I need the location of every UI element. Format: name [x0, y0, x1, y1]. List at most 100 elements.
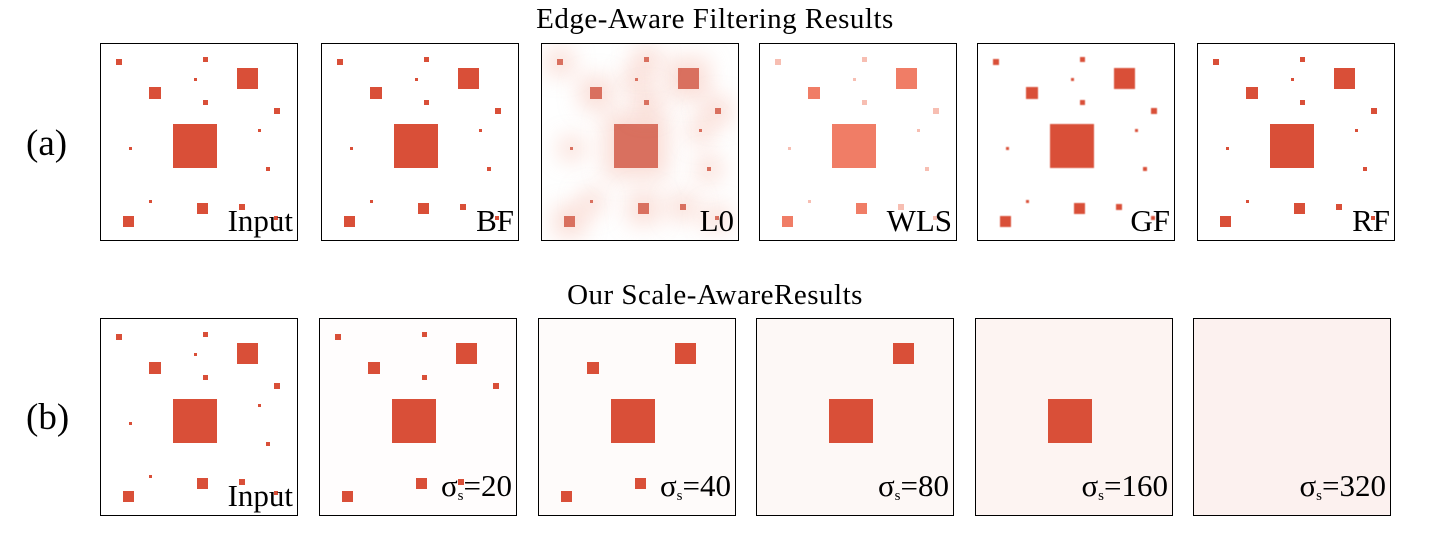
pattern-square — [1114, 68, 1135, 89]
pattern-square — [1226, 147, 1229, 150]
pattern-square — [1135, 129, 1138, 132]
panel-caption: σs=320 — [1299, 468, 1386, 505]
pattern-square — [1355, 129, 1358, 132]
pattern-square — [782, 216, 793, 227]
pattern-square — [808, 87, 820, 99]
pattern-square — [460, 204, 466, 210]
pattern-square — [394, 124, 438, 168]
pattern-square — [422, 375, 427, 380]
pattern-square — [149, 475, 152, 478]
pattern-square — [680, 204, 686, 210]
panel-caption: σs=40 — [659, 468, 731, 505]
pattern-square — [635, 478, 646, 489]
pattern-square — [1080, 100, 1085, 105]
panel-a-bf: BF — [321, 43, 519, 241]
pattern-square — [203, 100, 208, 105]
pattern-square — [149, 200, 152, 203]
panel-a-gf: GF — [977, 43, 1175, 241]
pattern-square — [856, 203, 867, 214]
pattern-square — [853, 78, 856, 81]
pattern-square — [173, 399, 217, 443]
pattern-square — [775, 59, 781, 65]
row-a-label: (a) — [26, 123, 68, 164]
pattern-square — [699, 129, 702, 132]
pattern-square — [1246, 200, 1249, 203]
pattern-square — [203, 332, 208, 337]
pattern-square — [258, 404, 261, 407]
pattern-square — [123, 491, 134, 502]
pattern-square — [416, 478, 427, 489]
pattern-square — [715, 216, 719, 220]
pattern-square — [829, 399, 873, 443]
pattern-square — [896, 68, 917, 89]
pattern-square — [1048, 399, 1092, 443]
panel-a-rf: RF — [1197, 43, 1395, 241]
pattern-square — [675, 343, 696, 364]
pattern-square — [237, 68, 258, 89]
pattern-square — [493, 383, 499, 389]
pattern-square — [638, 203, 649, 214]
pattern-square — [1246, 87, 1258, 99]
pattern-square — [197, 203, 208, 214]
pattern-square — [266, 167, 270, 171]
pattern-square — [237, 343, 258, 364]
pattern-square — [1151, 216, 1155, 220]
pattern-square — [415, 78, 418, 81]
pattern-square — [495, 108, 501, 114]
pattern-square — [239, 204, 245, 210]
pattern-square — [1151, 108, 1157, 114]
pattern-square — [335, 334, 341, 340]
pattern-square — [274, 383, 280, 389]
pattern-square — [564, 216, 575, 227]
panel-a-l0: L0 — [541, 43, 739, 241]
pattern-square — [392, 399, 436, 443]
pattern-square — [123, 216, 134, 227]
pattern-square — [495, 216, 499, 220]
pattern-square — [344, 216, 355, 227]
pattern-square — [893, 343, 914, 364]
panel-caption: BF — [476, 203, 514, 238]
pattern-square — [590, 200, 593, 203]
pattern-square — [587, 362, 599, 374]
pattern-square — [203, 375, 208, 380]
pattern-square — [917, 129, 920, 132]
panel-caption: RF — [1352, 203, 1390, 238]
pattern-square — [925, 167, 929, 171]
pattern-square — [1291, 78, 1294, 81]
pattern-square — [203, 57, 208, 62]
pattern-square — [707, 167, 711, 171]
panel-b-s20: σs=20 — [319, 318, 517, 516]
panel-caption: σs=80 — [877, 468, 949, 505]
pattern-square — [1334, 68, 1355, 89]
row-a-title: Edge-Aware Filtering Results — [536, 3, 894, 35]
panel-caption: σs=160 — [1081, 468, 1168, 505]
pattern-square — [1080, 57, 1085, 62]
pattern-square — [862, 57, 867, 62]
pattern-square — [1220, 216, 1231, 227]
pattern-square — [424, 57, 429, 62]
pattern-square — [898, 204, 904, 210]
panel-b-input: Input — [100, 318, 298, 516]
pattern-square — [418, 203, 429, 214]
pattern-square — [129, 422, 132, 425]
pattern-square — [149, 362, 161, 374]
row-b-label: (b) — [26, 397, 70, 438]
pattern-square — [149, 87, 161, 99]
pattern-square — [1300, 57, 1305, 62]
panel-b-s320: σs=320 — [1193, 318, 1391, 516]
pattern-square — [635, 78, 638, 81]
pattern-square — [239, 479, 245, 485]
pattern-square — [274, 216, 278, 220]
pattern-square — [993, 59, 999, 65]
pattern-square — [933, 108, 939, 114]
pattern-square — [1300, 100, 1305, 105]
pattern-square — [173, 124, 217, 168]
pattern-square — [1336, 204, 1342, 210]
panel-caption: WLS — [886, 203, 952, 238]
pattern-square — [1270, 124, 1314, 168]
pattern-square — [678, 68, 699, 89]
pattern-square — [614, 124, 658, 168]
row-b-title: Our Scale-AwareResults — [567, 279, 863, 311]
pattern-square — [1074, 203, 1085, 214]
pattern-square — [1006, 147, 1009, 150]
